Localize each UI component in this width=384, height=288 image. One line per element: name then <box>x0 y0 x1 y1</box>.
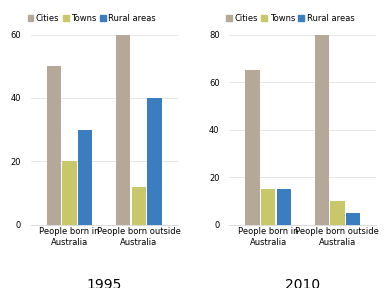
Bar <box>63 161 77 225</box>
Bar <box>116 35 131 225</box>
Legend: Cities, Towns, Rural areas: Cities, Towns, Rural areas <box>28 14 156 23</box>
Legend: Cities, Towns, Rural areas: Cities, Towns, Rural areas <box>226 14 354 23</box>
Bar <box>276 189 291 225</box>
Bar <box>132 187 146 225</box>
Text: 1995: 1995 <box>86 278 122 288</box>
Text: 2010: 2010 <box>285 278 320 288</box>
Bar <box>47 66 61 225</box>
Bar <box>346 213 360 225</box>
Bar <box>330 201 344 225</box>
Bar <box>245 70 260 225</box>
Bar <box>314 35 329 225</box>
Bar <box>261 189 275 225</box>
Bar <box>78 130 93 225</box>
Bar <box>147 98 162 225</box>
